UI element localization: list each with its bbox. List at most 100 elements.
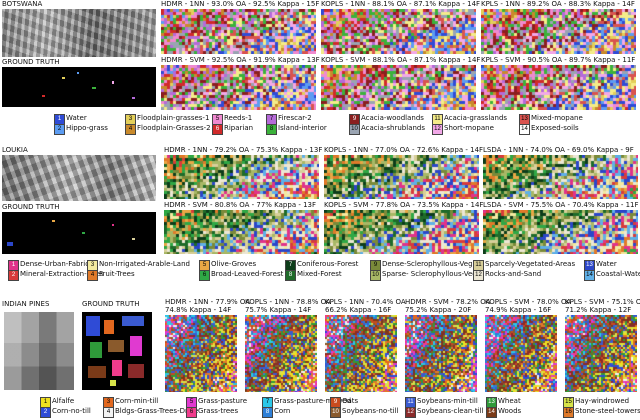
indian-pines-legend-label-14: Woods xyxy=(498,407,522,415)
botswana-legend-label-3: Floodplain-grasses-1 xyxy=(137,114,210,122)
botswana-legend-label-2: Hippo-grass xyxy=(66,124,108,132)
botswana-legend-label-6: Riparian xyxy=(224,124,254,132)
indian-pines-rgb-image xyxy=(4,312,74,390)
botswana-legend-swatch-2: 2 xyxy=(54,124,65,135)
loukia-map-label-3: LSDA - 1NN - 74.0% OA - 69.0% Kappa - 9F xyxy=(483,146,634,154)
botswana-legend-label-5: Reeds-1 xyxy=(224,114,253,122)
loukia-classification-map-2 xyxy=(324,155,479,199)
botswana-map-label-1: HDMR - 1NN - 93.0% OA - 92.5% Kappa - 15… xyxy=(161,0,320,8)
botswana-legend-swatch-6: 6 xyxy=(212,124,223,135)
loukia-gt-title: GROUND TRUTH xyxy=(2,203,60,211)
indian-pines-legend-swatch-10: 10 xyxy=(330,407,341,418)
loukia-legend-label-7: Coniferous-Forest xyxy=(297,260,359,268)
indian-pines-legend-label-9: Oats xyxy=(342,397,359,405)
botswana-map-label-3: KPLS - 1NN - 89.2% OA - 88.3% Kappa - 14… xyxy=(481,0,635,8)
loukia-legend-swatch-5: 5 xyxy=(199,260,210,271)
indian-pines-map-label-1b: 74.8% Kappa - 14F xyxy=(165,306,232,314)
loukia-legend-swatch-10: 10 xyxy=(370,270,381,281)
indian-pines-legend-swatch-15: 15 xyxy=(563,397,574,408)
indian-pines-legend-label-11: Soybeans-min-till xyxy=(417,397,478,405)
indian-pines-gt-title: GROUND TRUTH xyxy=(82,300,140,308)
indian-pines-map-label-6a: KPLS - SVM - 75.1% OA xyxy=(565,298,640,306)
indian-pines-classification-map-4 xyxy=(405,315,477,392)
botswana-gt-title: GROUND TRUTH xyxy=(2,58,60,66)
loukia-classification-map-6 xyxy=(483,210,638,254)
indian-pines-legend-swatch-9: 9 xyxy=(330,397,341,408)
loukia-legend-label-5: Olive-Groves xyxy=(211,260,257,268)
botswana-title: BOTSWANA xyxy=(2,0,43,8)
indian-pines-legend-label-15: Hay-windrowed xyxy=(575,397,630,405)
botswana-legend-label-12: Short-mopane xyxy=(444,124,494,132)
botswana-classification-map-1 xyxy=(161,9,316,54)
botswana-map-label-6: KPLS - SVM - 90.5% OA - 89.7% Kappa - 11… xyxy=(481,56,636,64)
botswana-ground-truth xyxy=(2,67,156,107)
loukia-legend-swatch-14: 14 xyxy=(584,270,595,281)
botswana-classification-map-6 xyxy=(481,65,636,110)
botswana-classification-map-2 xyxy=(321,9,476,54)
botswana-map-label-4: HDMR - SVM - 92.5% OA - 91.9% Kappa - 13… xyxy=(161,56,320,64)
indian-pines-map-label-4b: 75.2% Kappa - 20F xyxy=(405,306,472,314)
botswana-legend-label-13: Mixed-mopane xyxy=(531,114,583,122)
botswana-legend-swatch-14: 14 xyxy=(519,124,530,135)
indian-pines-legend-swatch-16: 16 xyxy=(563,407,574,418)
indian-pines-legend-swatch-7: 7 xyxy=(262,397,273,408)
loukia-legend-label-3: Non-Irrigated-Arable-Land xyxy=(99,260,190,268)
botswana-legend-swatch-10: 10 xyxy=(349,124,360,135)
indian-pines-legend-label-10: Soybeans-no-till xyxy=(342,407,399,415)
botswana-map-label-2: KOPLS - 1NN - 88.1% OA - 87.1% Kappa - 1… xyxy=(321,0,481,8)
botswana-map-label-5: KOPLS - SVM - 88.1% OA - 87.1% Kappa - 1… xyxy=(321,56,481,64)
loukia-legend-label-8: Mixed-Forest xyxy=(297,270,342,278)
botswana-legend-label-11: Acacia-grasslands xyxy=(444,114,508,122)
indian-pines-legend-swatch-11: 11 xyxy=(405,397,416,408)
botswana-legend-swatch-5: 5 xyxy=(212,114,223,125)
indian-pines-map-label-2a: KOPLS - 1NN - 78.8% OA xyxy=(245,298,331,306)
loukia-legend-label-6: Broad-Leaved-Forest xyxy=(211,270,284,278)
loukia-classification-map-5 xyxy=(324,210,479,254)
loukia-legend-label-1: Dense-Urban-Fabric xyxy=(20,260,90,268)
loukia-ground-truth xyxy=(2,212,156,254)
loukia-map-label-4: HDMR - SVM - 80.8% OA - 77% Kappa - 13F xyxy=(164,201,317,209)
botswana-rgb-image xyxy=(2,9,156,57)
botswana-legend-swatch-9: 9 xyxy=(349,114,360,125)
indian-pines-legend-label-4: Bldgs-Grass-Trees-Drive xyxy=(115,407,199,415)
indian-pines-legend-swatch-5: 5 xyxy=(186,397,197,408)
botswana-legend-label-9: Acacia-woodlands xyxy=(361,114,424,122)
loukia-legend-swatch-12: 12 xyxy=(473,270,484,281)
indian-pines-legend-swatch-3: 3 xyxy=(103,397,114,408)
indian-pines-legend-swatch-8: 8 xyxy=(262,407,273,418)
indian-pines-map-label-1a: HDMR - 1NN - 77.9% OA xyxy=(165,298,251,306)
loukia-legend-swatch-4: 4 xyxy=(87,270,98,281)
loukia-legend-swatch-6: 6 xyxy=(199,270,210,281)
loukia-classification-map-4 xyxy=(164,210,319,254)
indian-pines-legend-label-3: Corn-min-till xyxy=(115,397,159,405)
botswana-legend-swatch-7: 7 xyxy=(266,114,277,125)
loukia-legend-swatch-11: 11 xyxy=(473,260,484,271)
indian-pines-legend-swatch-13: 13 xyxy=(486,397,497,408)
botswana-legend-label-8: Island-interior xyxy=(278,124,327,132)
loukia-legend-swatch-2: 2 xyxy=(8,270,19,281)
indian-pines-legend-label-13: Wheat xyxy=(498,397,521,405)
botswana-legend-label-4: Floodplain-Grasses-2 xyxy=(137,124,211,132)
loukia-map-label-5: KOPLS - SVM - 77.8% OA - 73.5% Kappa - 1… xyxy=(324,201,484,209)
botswana-legend-swatch-3: 3 xyxy=(125,114,136,125)
loukia-map-label-1: HDMR - 1NN - 79.2% OA - 75.3% Kappa - 13… xyxy=(164,146,323,154)
loukia-legend-swatch-8: 8 xyxy=(285,270,296,281)
botswana-legend-swatch-11: 11 xyxy=(432,114,443,125)
loukia-legend-swatch-1: 1 xyxy=(8,260,19,271)
indian-pines-map-label-2b: 75.7% Kappa - 14F xyxy=(245,306,312,314)
indian-pines-classification-map-2 xyxy=(245,315,317,392)
indian-pines-map-label-5b: 74.9% Kappa - 16F xyxy=(485,306,552,314)
botswana-legend-label-1: Water xyxy=(66,114,87,122)
loukia-legend-label-11: Sparcely-Vegetated-Areas xyxy=(485,260,576,268)
indian-pines-map-label-4a: HDMR - SVM - 78.2% OA xyxy=(405,298,491,306)
indian-pines-legend-label-7: Grass-pasture-mowed xyxy=(274,397,352,405)
indian-pines-classification-map-5 xyxy=(485,315,557,392)
botswana-legend-swatch-12: 12 xyxy=(432,124,443,135)
loukia-legend-label-10: Sparse- Sclerophyllous-Veg. xyxy=(382,270,479,278)
indian-pines-legend-label-6: Grass-trees xyxy=(198,407,239,415)
indian-pines-legend-swatch-12: 12 xyxy=(405,407,416,418)
indian-pines-title: INDIAN PINES xyxy=(2,300,50,308)
loukia-legend-label-4: Fruit-Trees xyxy=(99,270,135,278)
botswana-classification-map-4 xyxy=(161,65,316,110)
indian-pines-legend-swatch-14: 14 xyxy=(486,407,497,418)
